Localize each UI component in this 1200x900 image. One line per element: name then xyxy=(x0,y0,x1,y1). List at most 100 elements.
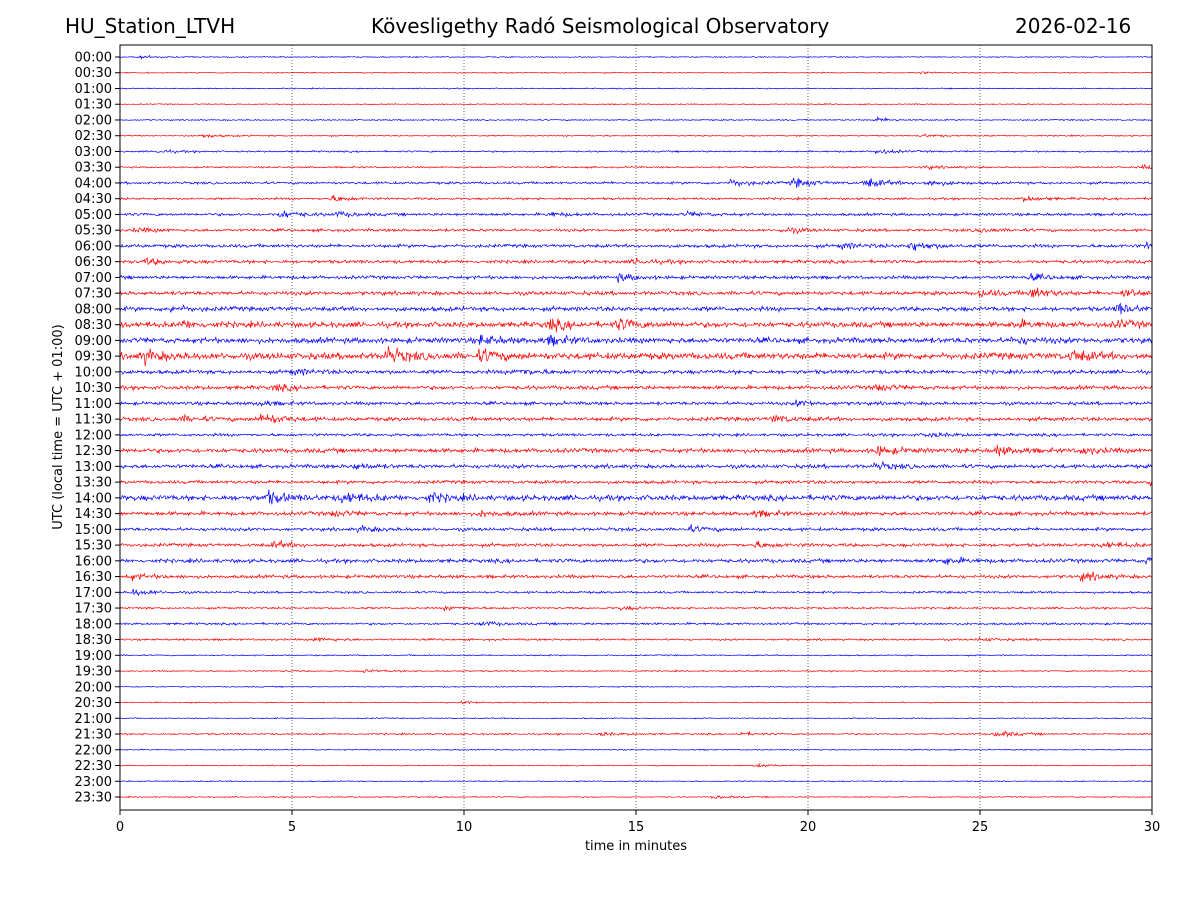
trace-0800 xyxy=(119,302,1153,315)
trace-1330 xyxy=(119,479,1153,487)
x-axis-label: time in minutes xyxy=(585,839,687,854)
y-tick-label: 14:00 xyxy=(75,491,112,506)
trace-2300 xyxy=(119,780,1153,783)
trace-0000 xyxy=(119,54,1153,60)
y-tick-label: 20:30 xyxy=(75,696,112,711)
trace-2330 xyxy=(119,795,1153,800)
y-tick-label: 18:30 xyxy=(75,633,112,648)
trace-1130 xyxy=(119,413,1153,424)
x-tick-label: 15 xyxy=(628,820,645,835)
y-tick-label: 01:00 xyxy=(75,82,112,97)
trace-0330 xyxy=(119,164,1153,171)
trace-1600 xyxy=(119,556,1153,566)
trace-1930 xyxy=(119,669,1153,674)
y-tick-label: 14:30 xyxy=(75,507,112,522)
y-tick-label: 13:00 xyxy=(75,460,112,475)
trace-1630 xyxy=(120,571,1153,583)
trace-0500 xyxy=(119,209,1153,218)
trace-1230 xyxy=(119,444,1152,457)
trace-1500 xyxy=(119,523,1153,534)
y-tick-label: 22:30 xyxy=(75,759,112,774)
y-tick-label: 23:00 xyxy=(75,775,112,790)
trace-1300 xyxy=(119,460,1153,471)
trace-1830 xyxy=(119,636,1153,642)
x-ticks: 0 5 10 15 20 25 30 xyxy=(116,810,1160,835)
y-tick-label: 10:30 xyxy=(75,381,112,396)
x-tick-label: 0 xyxy=(116,820,124,835)
trace-2200 xyxy=(119,748,1153,752)
trace-1900 xyxy=(119,653,1153,657)
trace-1800 xyxy=(119,620,1153,628)
y-tick-label: 12:00 xyxy=(75,428,112,443)
y-tick-label: 06:30 xyxy=(75,255,112,270)
y-tick-label: 15:00 xyxy=(75,523,112,538)
y-tick-label: 07:00 xyxy=(75,271,112,286)
y-tick-label: 09:30 xyxy=(75,350,112,365)
y-tick-label: 11:30 xyxy=(75,413,112,428)
trace-1100 xyxy=(119,399,1153,407)
x-tick-label: 10 xyxy=(456,820,473,835)
trace-0300 xyxy=(119,148,1153,155)
y-tick-label: 05:00 xyxy=(75,208,112,223)
y-tick-label: 17:30 xyxy=(75,602,112,617)
y-tick-label: 04:30 xyxy=(75,192,112,207)
x-tick-label: 20 xyxy=(800,820,817,835)
y-tick-label: 05:30 xyxy=(75,224,112,239)
trace-0130 xyxy=(119,103,1153,106)
x-tick-label: 30 xyxy=(1144,820,1161,835)
trace-0530 xyxy=(119,226,1153,235)
y-axis-label: UTC (local time = UTC + 01:00) xyxy=(51,324,66,529)
y-tick-label: 10:00 xyxy=(75,365,112,380)
y-tick-label: 00:30 xyxy=(75,66,112,81)
trace-0700 xyxy=(119,272,1153,283)
y-tick-label: 23:30 xyxy=(75,791,112,806)
x-tick-label: 25 xyxy=(972,820,989,835)
trace-0100 xyxy=(119,86,1153,90)
trace-0200 xyxy=(119,115,1153,122)
trace-2100 xyxy=(119,717,1152,720)
trace-1530 xyxy=(119,539,1153,549)
trace-0630 xyxy=(119,257,1153,266)
trace-1400 xyxy=(119,489,1153,505)
trace-0230 xyxy=(119,133,1153,139)
trace-1430 xyxy=(119,509,1153,519)
trace-0930 xyxy=(119,346,1153,367)
y-tick-label: 08:30 xyxy=(75,318,112,333)
trace-1030 xyxy=(119,383,1152,393)
trace-1200 xyxy=(119,431,1153,438)
date-title: 2026-02-16 xyxy=(1015,14,1132,38)
y-tick-label: 16:30 xyxy=(75,570,112,585)
trace-0030 xyxy=(119,71,1153,75)
traces xyxy=(119,54,1153,800)
trace-2030 xyxy=(119,700,1152,705)
trace-1700 xyxy=(119,588,1153,597)
trace-2130 xyxy=(119,730,1153,738)
y-tick-label: 18:00 xyxy=(75,617,112,632)
y-tick-label: 15:30 xyxy=(75,539,112,554)
trace-1730 xyxy=(119,605,1153,612)
trace-0730 xyxy=(119,287,1153,298)
trace-0400 xyxy=(119,177,1153,188)
y-tick-label: 11:00 xyxy=(75,397,112,412)
y-tick-label: 16:00 xyxy=(75,554,112,569)
x-tick-label: 5 xyxy=(288,820,296,835)
station-title: HU_Station_LTVH xyxy=(65,14,236,38)
y-tick-label: 03:00 xyxy=(75,145,112,160)
y-tick-label: 02:30 xyxy=(75,129,112,144)
y-tick-label: 12:30 xyxy=(75,444,112,459)
y-tick-label: 08:00 xyxy=(75,302,112,317)
y-tick-label: 22:00 xyxy=(75,743,112,758)
y-tick-label: 03:30 xyxy=(75,161,112,176)
grid xyxy=(291,45,981,810)
y-tick-label: 04:00 xyxy=(75,176,112,191)
y-tick-label: 06:00 xyxy=(75,239,112,254)
trace-0900 xyxy=(119,334,1153,347)
y-tick-label: 01:30 xyxy=(75,98,112,113)
trace-1000 xyxy=(119,368,1152,377)
y-tick-label: 09:00 xyxy=(75,334,112,349)
y-tick-label: 02:00 xyxy=(75,113,112,128)
y-tick-label: 20:00 xyxy=(75,680,112,695)
y-tick-label: 13:30 xyxy=(75,476,112,491)
trace-0830 xyxy=(119,318,1153,333)
